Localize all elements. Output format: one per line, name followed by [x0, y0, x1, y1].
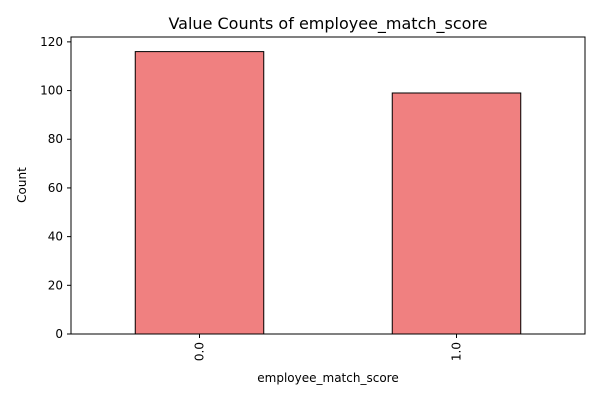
y-tick-label: 80 [48, 132, 63, 146]
plot-frame [70, 36, 586, 335]
x-axis-label: employee_match_score [257, 371, 398, 385]
bar-1.0 [391, 92, 522, 335]
y-tick-label: 0 [55, 327, 63, 341]
bar-0.0 [134, 51, 265, 335]
x-axis: 0.0 1.0 [193, 334, 464, 361]
y-tick-label: 60 [48, 181, 63, 195]
y-axis-label: Count [15, 167, 29, 203]
y-tick-label: 120 [40, 35, 63, 49]
y-tick-label: 40 [48, 230, 63, 244]
x-tick-label: 0.0 [193, 342, 207, 361]
x-tick-label: 1.0 [450, 342, 464, 361]
y-axis: 0 20 40 60 80 100 120 [40, 35, 71, 341]
chart-title: Value Counts of employee_match_score [168, 14, 487, 34]
y-tick-label: 20 [48, 278, 63, 292]
bars-layer [134, 51, 522, 335]
y-tick-label: 100 [40, 84, 63, 98]
